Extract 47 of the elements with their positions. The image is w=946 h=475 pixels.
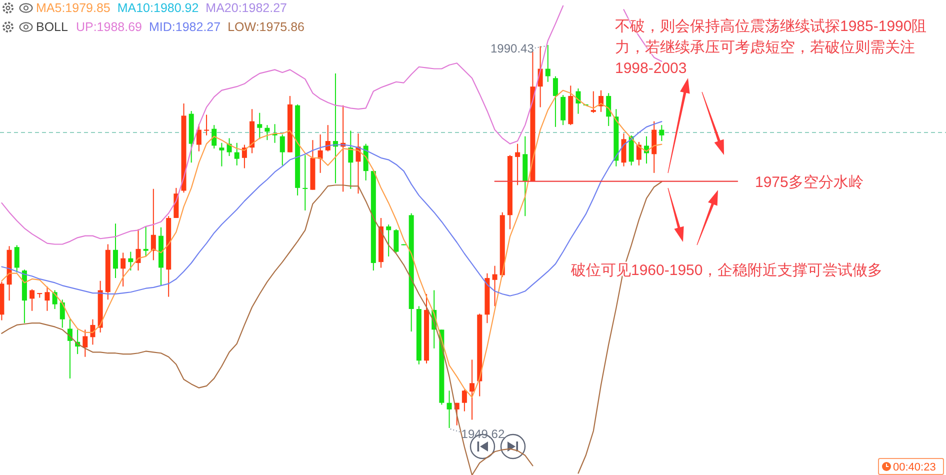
candlestick [515,143,520,186]
candlestick [560,94,566,126]
text: 1975多空分水岭 [755,174,864,191]
text: 00:40:23 [893,462,936,474]
candlestick [264,124,270,141]
candlestick [348,130,354,190]
candlestick [257,112,262,140]
candlestick [82,329,88,358]
candlestick [302,154,308,211]
candlestick [386,224,392,257]
candlestick [212,124,217,150]
text: MA5:1979.85 [36,1,110,15]
candlestick [446,390,452,428]
text: LOW:1975.86 [228,20,305,34]
candlestick [204,114,210,136]
candlestick [44,286,50,312]
candlestick [14,244,20,273]
annotation: 1990.43 [490,42,534,56]
text: UP:1988.69 [76,20,142,34]
candlestick [112,223,118,279]
candlestick [30,288,35,312]
candlestick [462,389,467,412]
candlestick [545,44,550,82]
candlestick [636,141,642,166]
candlestick [318,134,323,174]
candlestick [128,251,134,272]
candlestick [196,124,202,152]
legend-title: BOLL [36,20,68,34]
candlestick [60,299,65,328]
candlestick [606,92,612,126]
candlestick [394,228,399,254]
candlestick [621,133,626,167]
candlestick [234,142,240,166]
text: MID:1982.27 [149,20,221,34]
candlestick [470,359,475,420]
candlestick [150,188,156,261]
candlestick [143,226,148,257]
candlestick [552,76,558,128]
candlestick [219,142,224,167]
candlestick [590,90,596,114]
candlestick [492,265,498,307]
candlestick [120,252,126,287]
legend-label: MA10:1980.92 [117,1,199,15]
candlestick [659,124,664,142]
legend-label: MA20:1982.27 [206,1,288,15]
annotation: 1949.62 [461,427,505,441]
candlestick [280,134,285,166]
